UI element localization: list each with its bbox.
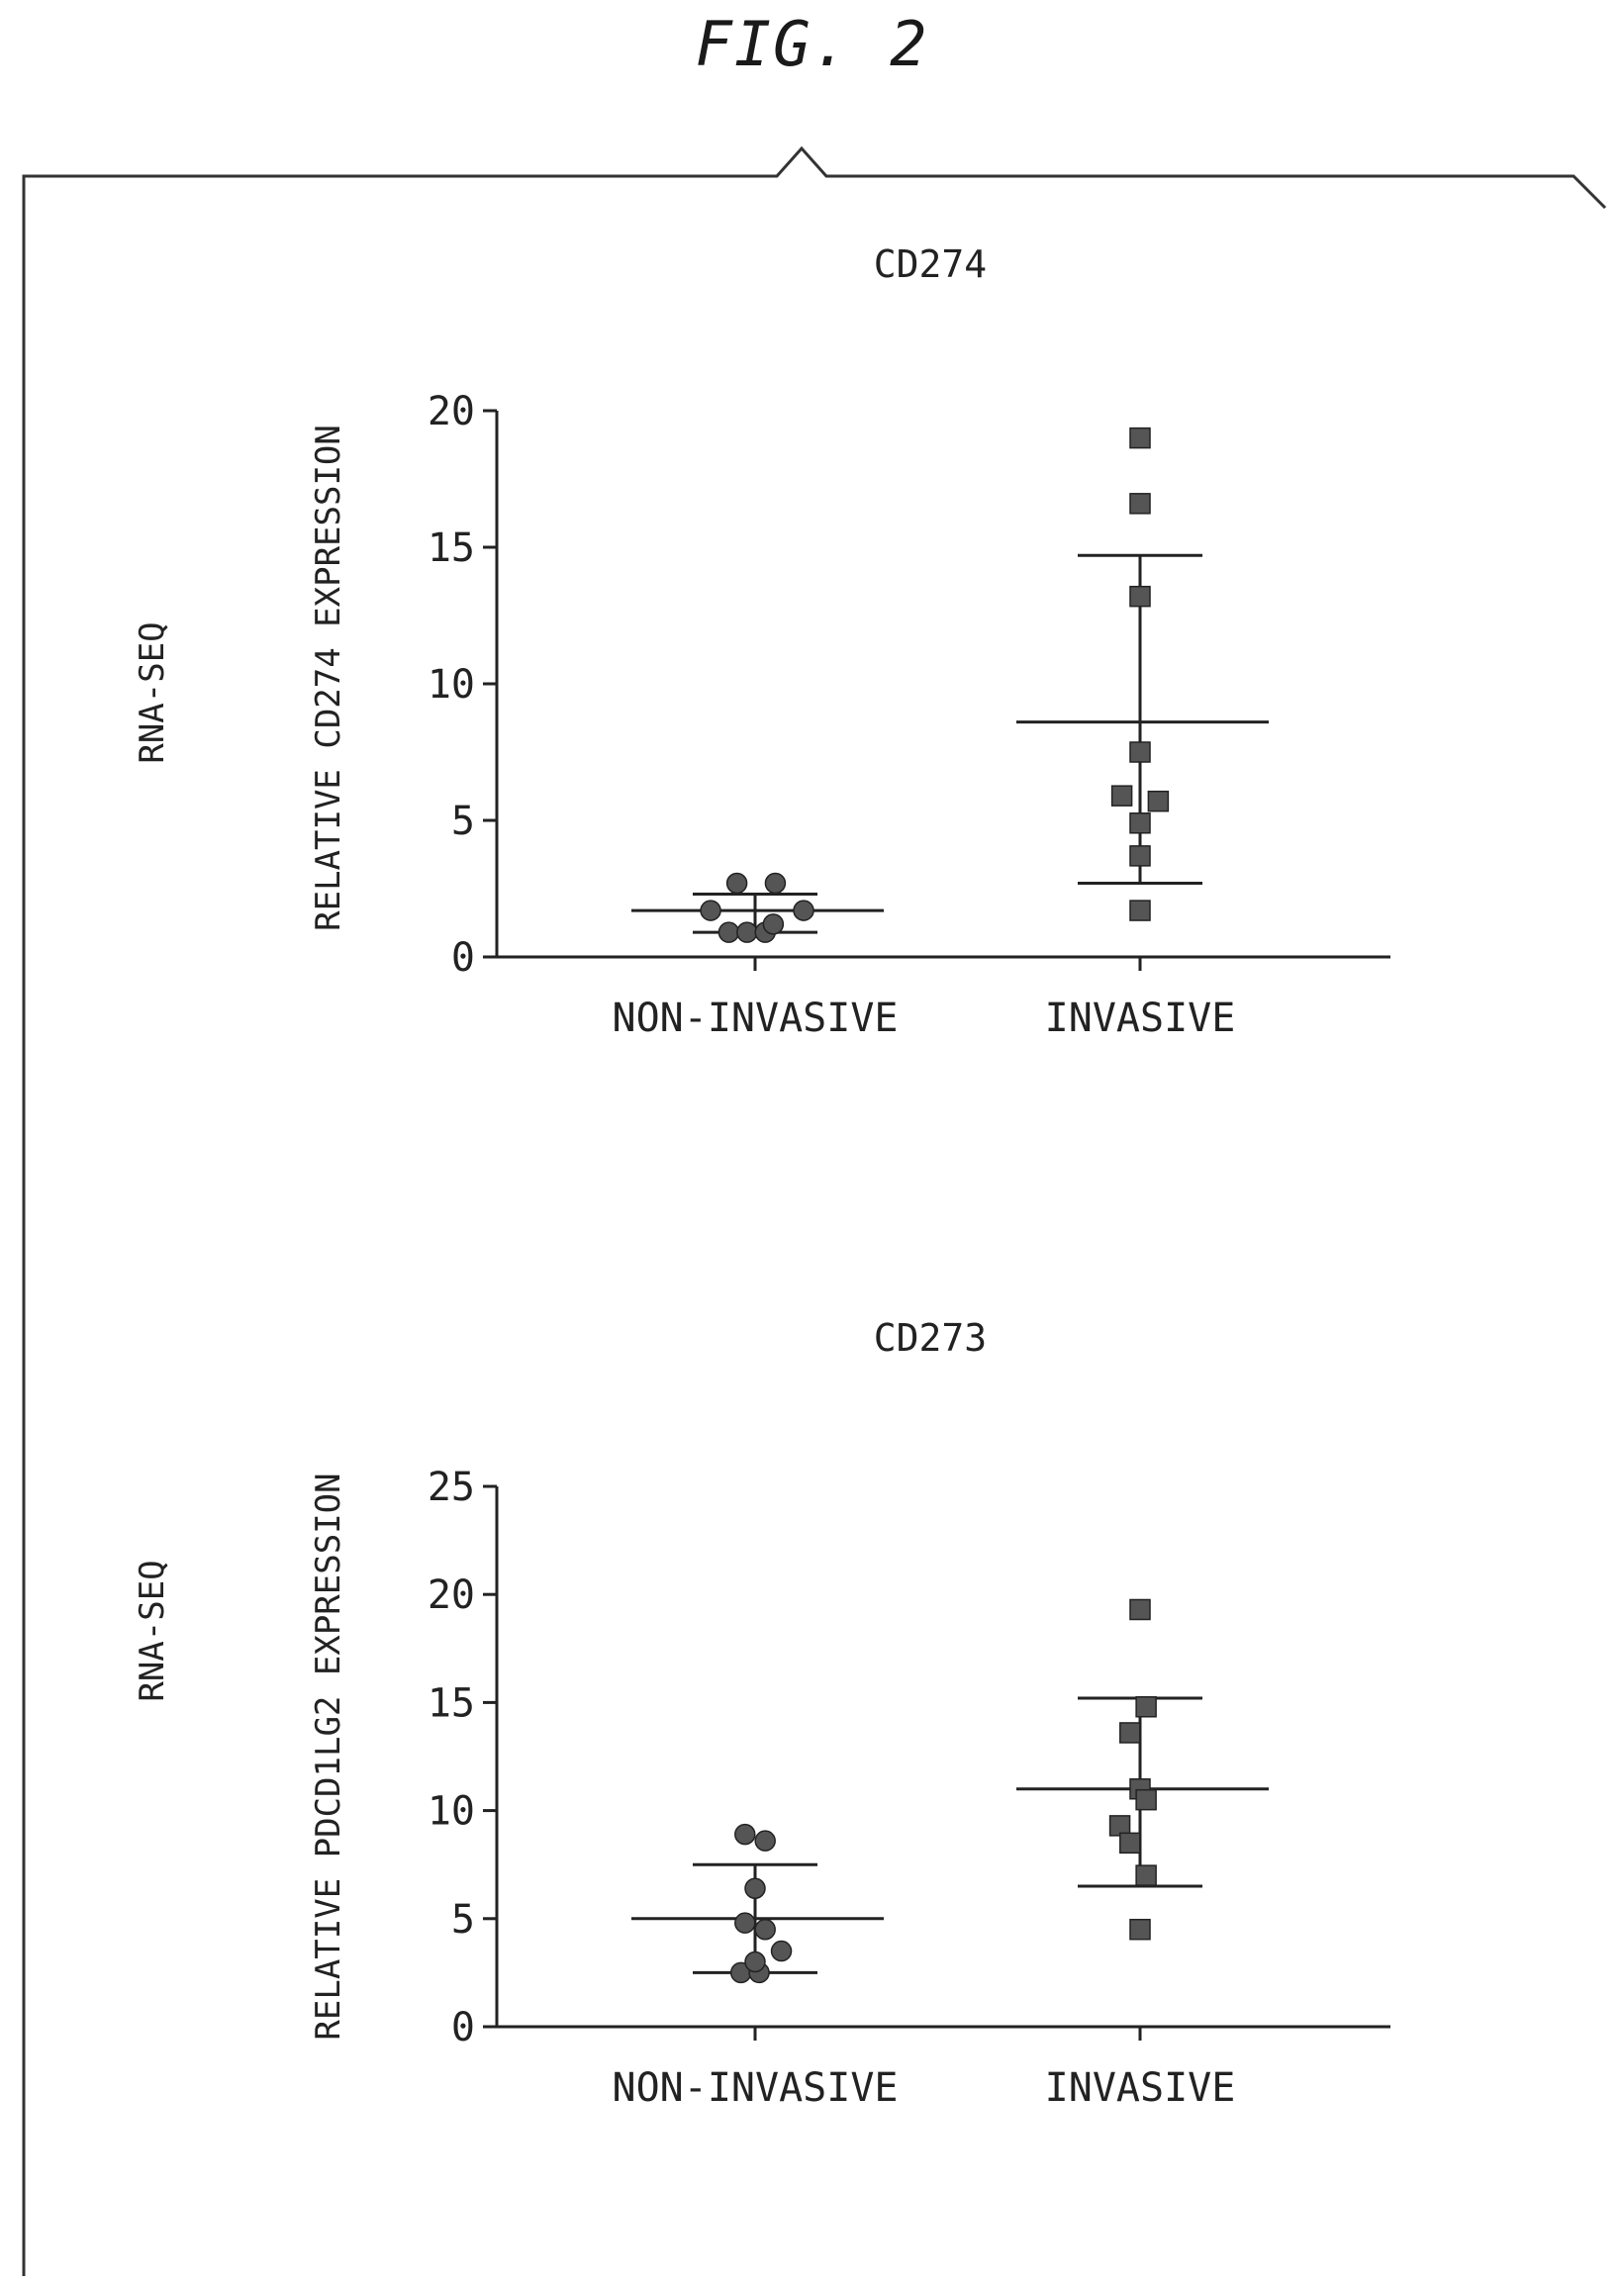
data-point xyxy=(770,1940,793,1962)
cd274-chart: CD274 RNA-SEQ RELATIVE CD274 EXPRESSION 0 5 1… xyxy=(133,242,1390,1041)
x-tick-label: NON-INVASIVE xyxy=(613,996,899,1041)
figure-title: FIG. 2 xyxy=(695,8,929,80)
y-tick-label: 15 xyxy=(428,1680,475,1726)
data-point xyxy=(734,1912,756,1934)
data-point xyxy=(1129,900,1151,921)
data-point xyxy=(1119,1722,1141,1744)
data-point xyxy=(700,900,721,921)
y-tick-label: 10 xyxy=(428,1789,475,1835)
group-bracket xyxy=(22,145,1607,2276)
y-tick-label: 20 xyxy=(428,1572,475,1618)
data-point xyxy=(1110,785,1133,807)
data-point xyxy=(793,900,814,921)
x-tick-label: NON-INVASIVE xyxy=(613,2065,899,2111)
x-tick-label: INVASIVE xyxy=(1045,2065,1236,2111)
y-tick-label: 15 xyxy=(428,525,475,571)
y-tick-label: 20 xyxy=(428,389,475,434)
y-tick-label: 10 xyxy=(428,662,475,708)
data-point xyxy=(1129,845,1151,867)
data-point xyxy=(1135,1864,1157,1886)
side-label: RNA-SEQ xyxy=(133,1560,172,1701)
data-point xyxy=(764,872,787,895)
data-point xyxy=(1129,585,1151,608)
data-point xyxy=(744,1877,766,1899)
chart-title: CD274 xyxy=(874,242,987,286)
data-point xyxy=(1129,812,1151,834)
data-point xyxy=(744,1951,766,1973)
data-point xyxy=(1135,1696,1157,1718)
data-point xyxy=(717,921,740,943)
data-point xyxy=(1129,1598,1151,1621)
y-tick-label: 0 xyxy=(451,935,475,981)
chart-title: CD273 xyxy=(874,1316,987,1360)
data-point xyxy=(1129,427,1151,449)
side-label: RNA-SEQ xyxy=(133,621,172,763)
y-tick-label: 25 xyxy=(428,1465,475,1510)
y-tick-label: 5 xyxy=(451,1897,475,1943)
data-point xyxy=(754,1830,776,1852)
y-axis-label: RELATIVE CD274 EXPRESSION xyxy=(309,425,348,931)
data-point xyxy=(1129,493,1151,515)
y-tick-label: 5 xyxy=(451,799,475,844)
data-point xyxy=(1129,741,1151,763)
data-point xyxy=(725,872,748,895)
data-point xyxy=(1129,1918,1151,1941)
cd273-chart: CD273 RNA-SEQ RELATIVE PDCD1LG2 EXPRESSION… xyxy=(133,1316,1390,2111)
data-point xyxy=(734,1823,756,1846)
data-point xyxy=(1147,790,1170,812)
data-point xyxy=(736,921,758,943)
data-point xyxy=(762,913,785,935)
x-tick-label: INVASIVE xyxy=(1045,996,1236,1041)
data-point xyxy=(1135,1788,1157,1811)
y-axis-label: RELATIVE PDCD1LG2 EXPRESSION xyxy=(309,1473,348,2040)
data-point xyxy=(754,1918,776,1941)
data-point xyxy=(1119,1832,1141,1855)
y-tick-label: 0 xyxy=(451,2005,475,2050)
